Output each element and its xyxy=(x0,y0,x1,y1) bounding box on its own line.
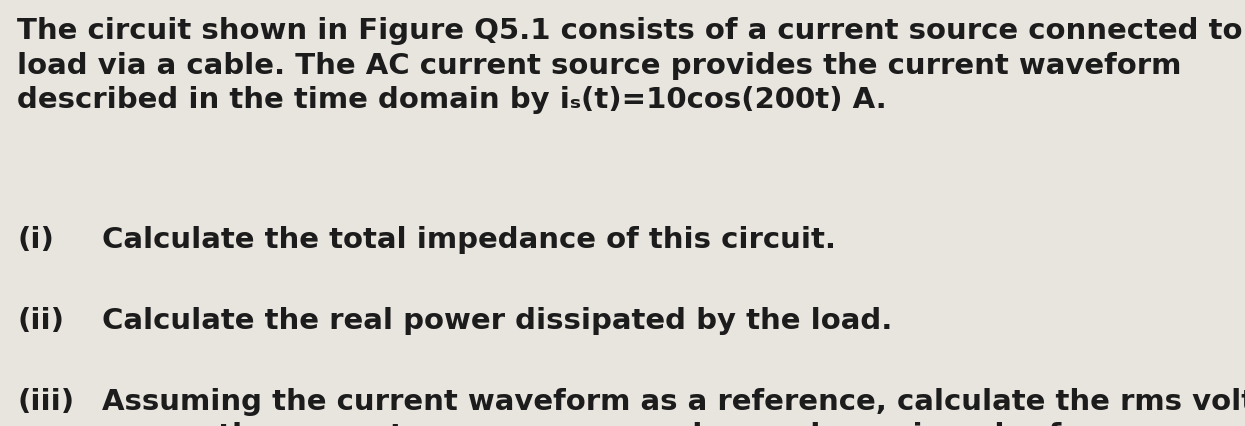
Text: Assuming the current waveform as a reference, calculate the rms voltage
across t: Assuming the current waveform as a refer… xyxy=(102,388,1245,426)
Text: (iii): (iii) xyxy=(17,388,75,416)
Text: (ii): (ii) xyxy=(17,307,65,335)
Text: Calculate the real power dissipated by the load.: Calculate the real power dissipated by t… xyxy=(102,307,893,335)
Text: (i): (i) xyxy=(17,226,55,254)
Text: Calculate the total impedance of this circuit.: Calculate the total impedance of this ci… xyxy=(102,226,837,254)
Text: The circuit shown in Figure Q5.1 consists of a current source connected to a
loa: The circuit shown in Figure Q5.1 consist… xyxy=(17,17,1245,114)
